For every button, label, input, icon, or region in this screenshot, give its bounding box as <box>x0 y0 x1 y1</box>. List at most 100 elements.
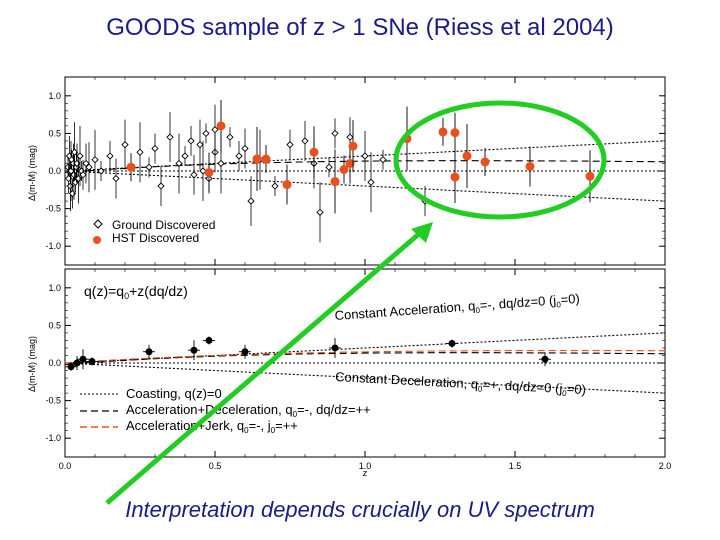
slide-caption: Interpretation depends crucially on UV s… <box>125 497 595 522</box>
hst-point <box>345 158 355 168</box>
bottom-acc-dec-curve <box>64 352 666 366</box>
binned-point <box>241 348 249 356</box>
x-tick-label: 0.5 <box>209 461 222 471</box>
y-tick-label: -1.0 <box>45 433 61 443</box>
ground-point <box>346 133 354 141</box>
ground-point <box>190 171 198 179</box>
legend-ground-marker <box>93 219 103 229</box>
ground-point <box>199 167 207 175</box>
bottom-constant-deceleration-curve <box>64 362 666 394</box>
ground-point <box>136 148 144 156</box>
binned-point <box>79 355 87 363</box>
y-tick-label: 0.0 <box>48 166 61 176</box>
ground-point <box>286 141 294 149</box>
hst-point <box>309 147 319 157</box>
ground-point <box>202 129 210 138</box>
q-z-equation: q(z)=q0+z(dq/dz) <box>84 283 188 301</box>
ground-point <box>97 167 105 175</box>
ground-point <box>316 208 324 216</box>
x-tick-label: 2.0 <box>659 461 672 471</box>
hst-point <box>438 127 448 137</box>
top-constant-deceleration-curve <box>64 170 666 202</box>
hst-point <box>450 128 460 138</box>
ground-point <box>151 144 159 153</box>
binned-point <box>190 346 198 354</box>
ground-point <box>196 141 204 149</box>
ground-point <box>79 171 87 179</box>
hst-point <box>585 171 595 181</box>
hst-point <box>339 164 349 174</box>
ground-point <box>187 137 195 145</box>
hst-point <box>450 172 460 182</box>
binned-point <box>331 344 339 352</box>
ground-point <box>211 126 219 134</box>
y-tick-label: 0.0 <box>48 358 61 368</box>
ground-point <box>379 156 387 164</box>
ground-point <box>331 129 339 138</box>
hst-point <box>282 180 292 190</box>
ground-point <box>145 163 153 171</box>
highlight-ellipse <box>393 100 607 220</box>
binned-point <box>67 363 75 371</box>
bottom-acc-jerk-curve <box>64 350 666 364</box>
binned-point <box>88 357 96 365</box>
y-tick-label: -0.5 <box>45 396 61 406</box>
constant-acceleration-label: Constant Acceleration, q0=-, dq/dz=0 (j0… <box>334 291 580 325</box>
x-tick-label: 1.0 <box>359 461 372 471</box>
ground-point <box>121 141 129 149</box>
ground-point <box>112 174 120 183</box>
ground-point <box>166 133 174 141</box>
binned-point <box>205 336 213 344</box>
legend-hst-marker <box>93 236 101 244</box>
hst-point <box>348 141 358 151</box>
ground-point <box>235 152 243 160</box>
highlight-arrow-head <box>411 222 433 243</box>
ground-point <box>325 163 333 171</box>
ground-point <box>247 197 255 205</box>
ground-point <box>106 152 114 160</box>
x-tick-label: 1.5 <box>509 461 522 471</box>
y-tick-label: 0.5 <box>48 320 61 330</box>
legend-jerk-label: Acceleration+Jerk, q0=-, j0=++ <box>126 418 298 435</box>
y-tick-label: -1.0 <box>45 241 61 251</box>
hst-point <box>261 154 271 164</box>
x-tick-label: 0.0 <box>59 461 72 471</box>
highlight-arrow-line <box>105 231 422 505</box>
ground-point <box>82 159 90 168</box>
hst-point <box>204 168 214 178</box>
ground-point <box>157 182 165 190</box>
top-ylabel: Δ(m-M) (mag) <box>27 145 37 201</box>
legend-coasting-label: Coasting, q(z)=0 <box>126 386 222 401</box>
legend-accdec-label: Acceleration+Deceleration, q0=-, dq/dz=+… <box>126 402 371 419</box>
hst-point <box>216 121 226 131</box>
constant-deceleration-label: Constant Deceleration, q0=+, dq/dz=0 (j0… <box>335 369 587 399</box>
binned-point <box>541 355 549 363</box>
slide-title: GOODS sample of z > 1 SNe (Riess et al 2… <box>106 14 614 41</box>
ground-point <box>181 152 189 160</box>
ground-point <box>91 156 99 164</box>
hst-point <box>252 154 262 164</box>
ground-point <box>301 137 309 145</box>
ground-point <box>217 159 225 168</box>
binned-point <box>448 339 456 347</box>
hst-point <box>126 162 136 172</box>
ground-point <box>361 152 369 160</box>
y-tick-label: 1.0 <box>48 283 61 293</box>
ground-point <box>367 178 375 186</box>
hst-point <box>525 161 535 171</box>
hst-point <box>330 177 340 187</box>
x-axis-label: z <box>363 468 368 478</box>
y-tick-label: 1.0 <box>48 91 61 101</box>
ground-point <box>76 152 84 160</box>
legend-ground-label: Ground Discovered <box>112 218 215 232</box>
ground-point <box>175 159 183 168</box>
hst-point <box>480 157 490 167</box>
ground-point <box>226 133 234 141</box>
binned-point <box>145 348 153 356</box>
ground-point <box>85 163 93 171</box>
ticks-layer: 1.0 0.5 0.0 -0.5 -1.0 1.0 0.5 0.0 -0.5 -1.0 0.0 0.5… <box>45 77 671 471</box>
data-points <box>64 99 595 371</box>
hst-point <box>462 151 472 161</box>
ground-point <box>271 182 279 190</box>
